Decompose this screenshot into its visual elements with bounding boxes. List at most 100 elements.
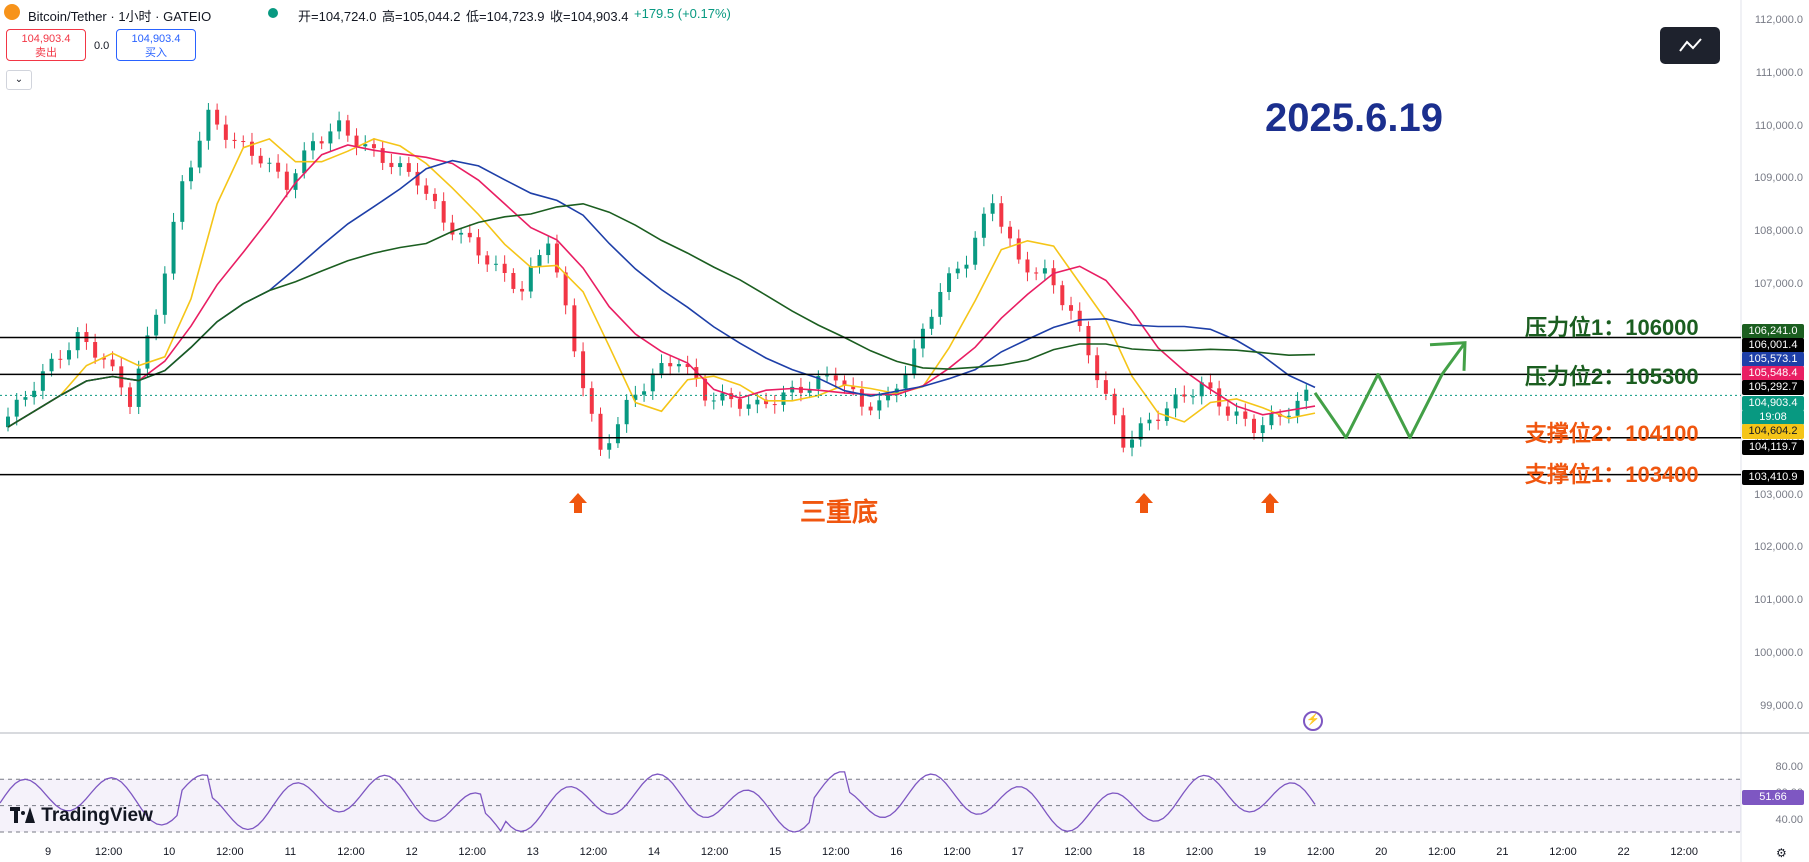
candle-body (1286, 415, 1291, 417)
candle-body (432, 193, 437, 202)
support1-label: 支撑位1：103400 (1525, 462, 1699, 487)
tradingview-wordmark: TradingView (41, 805, 153, 826)
price-tag: 106,001.4 (1742, 338, 1804, 353)
candle-body (32, 390, 37, 398)
candle-body (1225, 406, 1230, 416)
settings-gear-icon[interactable]: ⚙ (1776, 846, 1787, 860)
time-tick-label: 15 (769, 846, 782, 858)
rsi-panel (0, 771, 1741, 833)
ma-pink-line (7, 144, 1316, 428)
price-tag: 104,604.2 (1742, 424, 1804, 439)
candle-body (66, 350, 71, 360)
candle-body (1138, 423, 1143, 440)
collapse-chevron-icon[interactable]: ⌄ (6, 70, 32, 90)
buy-label: 买入 (145, 47, 167, 59)
candle-body (450, 222, 455, 235)
candle-body (1112, 393, 1117, 416)
candle-body (136, 368, 141, 407)
time-tick-label: 18 (1132, 846, 1145, 858)
time-tick-label: 12:00 (94, 846, 123, 858)
candle-body (912, 348, 917, 374)
candle-body (528, 266, 533, 292)
time-axis[interactable]: 9 12:00 10 12:00 11 12:00 12 12:00 13 12:00 14 12:0… (0, 843, 1741, 862)
resistance1-label: 压力位1：106000 (1525, 315, 1699, 340)
price-tick-label: 101,000.0 (1754, 594, 1803, 607)
price-tick-label: 107,000.0 (1754, 277, 1803, 290)
candle-body (406, 163, 411, 172)
candle-body (75, 332, 80, 351)
low-value: 低=104,723.9 (466, 9, 545, 24)
support2-label: 支撑位2：104100 (1525, 421, 1699, 446)
candle-body (476, 237, 481, 256)
candle-body (807, 388, 812, 393)
candle-body (101, 357, 106, 360)
candle-body (676, 364, 681, 367)
time-tick-label: 12:00 (458, 846, 486, 858)
spread-value: 0.0 (94, 40, 110, 52)
candle-body (93, 342, 98, 358)
candle-body (398, 163, 403, 168)
candle-body (1008, 226, 1013, 239)
candle-body (1025, 259, 1030, 273)
candle-body (764, 399, 769, 405)
key-levels-layer (0, 336, 1741, 476)
candle-body (650, 373, 655, 392)
candle-body (1051, 268, 1056, 286)
sell-button[interactable]: 104,903.4 卖出 (6, 29, 86, 61)
symbol-title[interactable]: Bitcoin/Tether · 1小时 · GATEIO (28, 9, 212, 24)
time-tick-label: 20 (1375, 846, 1388, 858)
lightning-icon[interactable]: ⚡ (1303, 711, 1323, 731)
candle-body (1182, 394, 1187, 397)
candle-body (1121, 415, 1126, 448)
candle-body (642, 391, 647, 395)
candle-body (546, 243, 551, 256)
candle-body (859, 389, 864, 407)
candle-body (249, 141, 254, 156)
candle-body (23, 397, 28, 400)
candle-body (1103, 380, 1108, 394)
rsi-line (0, 771, 1316, 833)
time-tick-label: 12:00 (1306, 846, 1335, 858)
time-tick-label: 12:00 (1064, 846, 1092, 858)
ma-yellow-line (7, 137, 1316, 428)
candle-body (1095, 355, 1100, 381)
candle-body (1042, 268, 1047, 274)
candle-body (467, 232, 472, 238)
candle-body (493, 263, 498, 265)
time-tick-label: 12:00 (216, 846, 244, 858)
candle-body (171, 221, 176, 274)
price-tick-label: 108,000.0 (1754, 225, 1803, 238)
candle-body (589, 388, 594, 414)
price-tick-label: 99,000.0 (1760, 699, 1803, 712)
candle-body (1173, 394, 1178, 409)
candle-body (119, 366, 124, 388)
price-tick-label: 111,000.0 (1755, 66, 1803, 79)
candle-body (511, 272, 516, 289)
drawing-tool-button[interactable] (1660, 27, 1720, 64)
candle-body (127, 387, 132, 407)
time-tick-label: 9 (44, 846, 52, 858)
market-open-icon (268, 8, 278, 18)
candle-body (772, 404, 777, 406)
candle-body (14, 399, 19, 417)
buy-button[interactable]: 104,903.4 买入 (116, 29, 196, 61)
moving-averages-layer (7, 137, 1316, 428)
candle-body (206, 109, 211, 141)
ma-green-line (7, 202, 1316, 428)
candle-body (241, 141, 246, 143)
candle-body (1199, 382, 1204, 397)
symbol-header: Bitcoin/Tether · 1小时 · GATEIO 开=104,724.… (0, 0, 1100, 26)
trend-line-icon (1679, 38, 1702, 52)
forecast-arrowhead (1429, 341, 1467, 371)
price-tag: 105,548.4 (1742, 366, 1804, 381)
candle-body (310, 141, 315, 151)
candle-body (1269, 413, 1274, 426)
candle-body (554, 243, 559, 273)
candle-body (920, 328, 925, 349)
date-annotation: 2025.6.19 (1265, 96, 1443, 140)
candle-body (633, 394, 638, 400)
candle-body (145, 335, 150, 369)
candle-body (877, 400, 882, 411)
candle-body (1191, 396, 1196, 398)
